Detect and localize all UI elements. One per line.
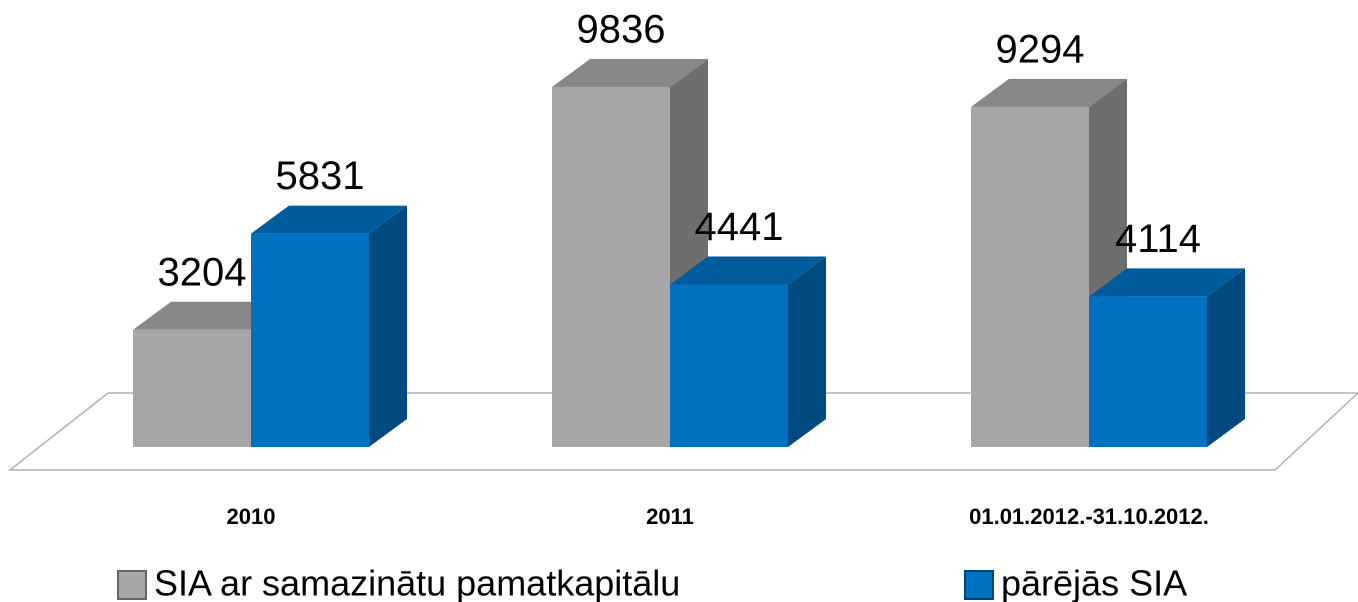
legend-label: pārējās SIA bbox=[1001, 563, 1187, 602]
bar-front bbox=[1089, 296, 1207, 447]
bar-front bbox=[670, 284, 788, 447]
x-tick-label: 01.01.2012.-31.10.2012. bbox=[969, 504, 1209, 529]
legend-swatch bbox=[117, 570, 147, 600]
data-label: 5831 bbox=[276, 154, 365, 198]
data-label: 9294 bbox=[996, 27, 1085, 71]
bar-side bbox=[1207, 268, 1245, 447]
data-label: 4114 bbox=[1115, 217, 1201, 261]
data-label: 4441 bbox=[695, 205, 784, 249]
bar bbox=[670, 256, 826, 447]
bar bbox=[1089, 268, 1245, 447]
legend-swatch bbox=[964, 570, 994, 600]
bar-top bbox=[670, 256, 826, 285]
bar-front bbox=[133, 329, 251, 447]
bar-front bbox=[971, 106, 1089, 447]
bar-side bbox=[369, 205, 407, 447]
bar-top bbox=[1089, 268, 1245, 297]
legend-label: SIA ar samazinātu pamatkapitālu bbox=[154, 563, 680, 602]
bar-top bbox=[251, 205, 407, 234]
bar-side bbox=[788, 256, 826, 447]
data-label: 3204 bbox=[158, 250, 247, 294]
bar-front bbox=[552, 87, 670, 447]
bar-top bbox=[552, 59, 708, 87]
bar bbox=[971, 78, 1127, 447]
x-tick-label: 2011 bbox=[646, 504, 694, 529]
bar-top bbox=[133, 301, 289, 330]
x-tick-label: 2010 bbox=[227, 504, 276, 529]
bar-top bbox=[971, 78, 1127, 107]
bar-front bbox=[251, 233, 369, 447]
bar bbox=[251, 205, 407, 447]
data-label: 9836 bbox=[577, 8, 666, 52]
